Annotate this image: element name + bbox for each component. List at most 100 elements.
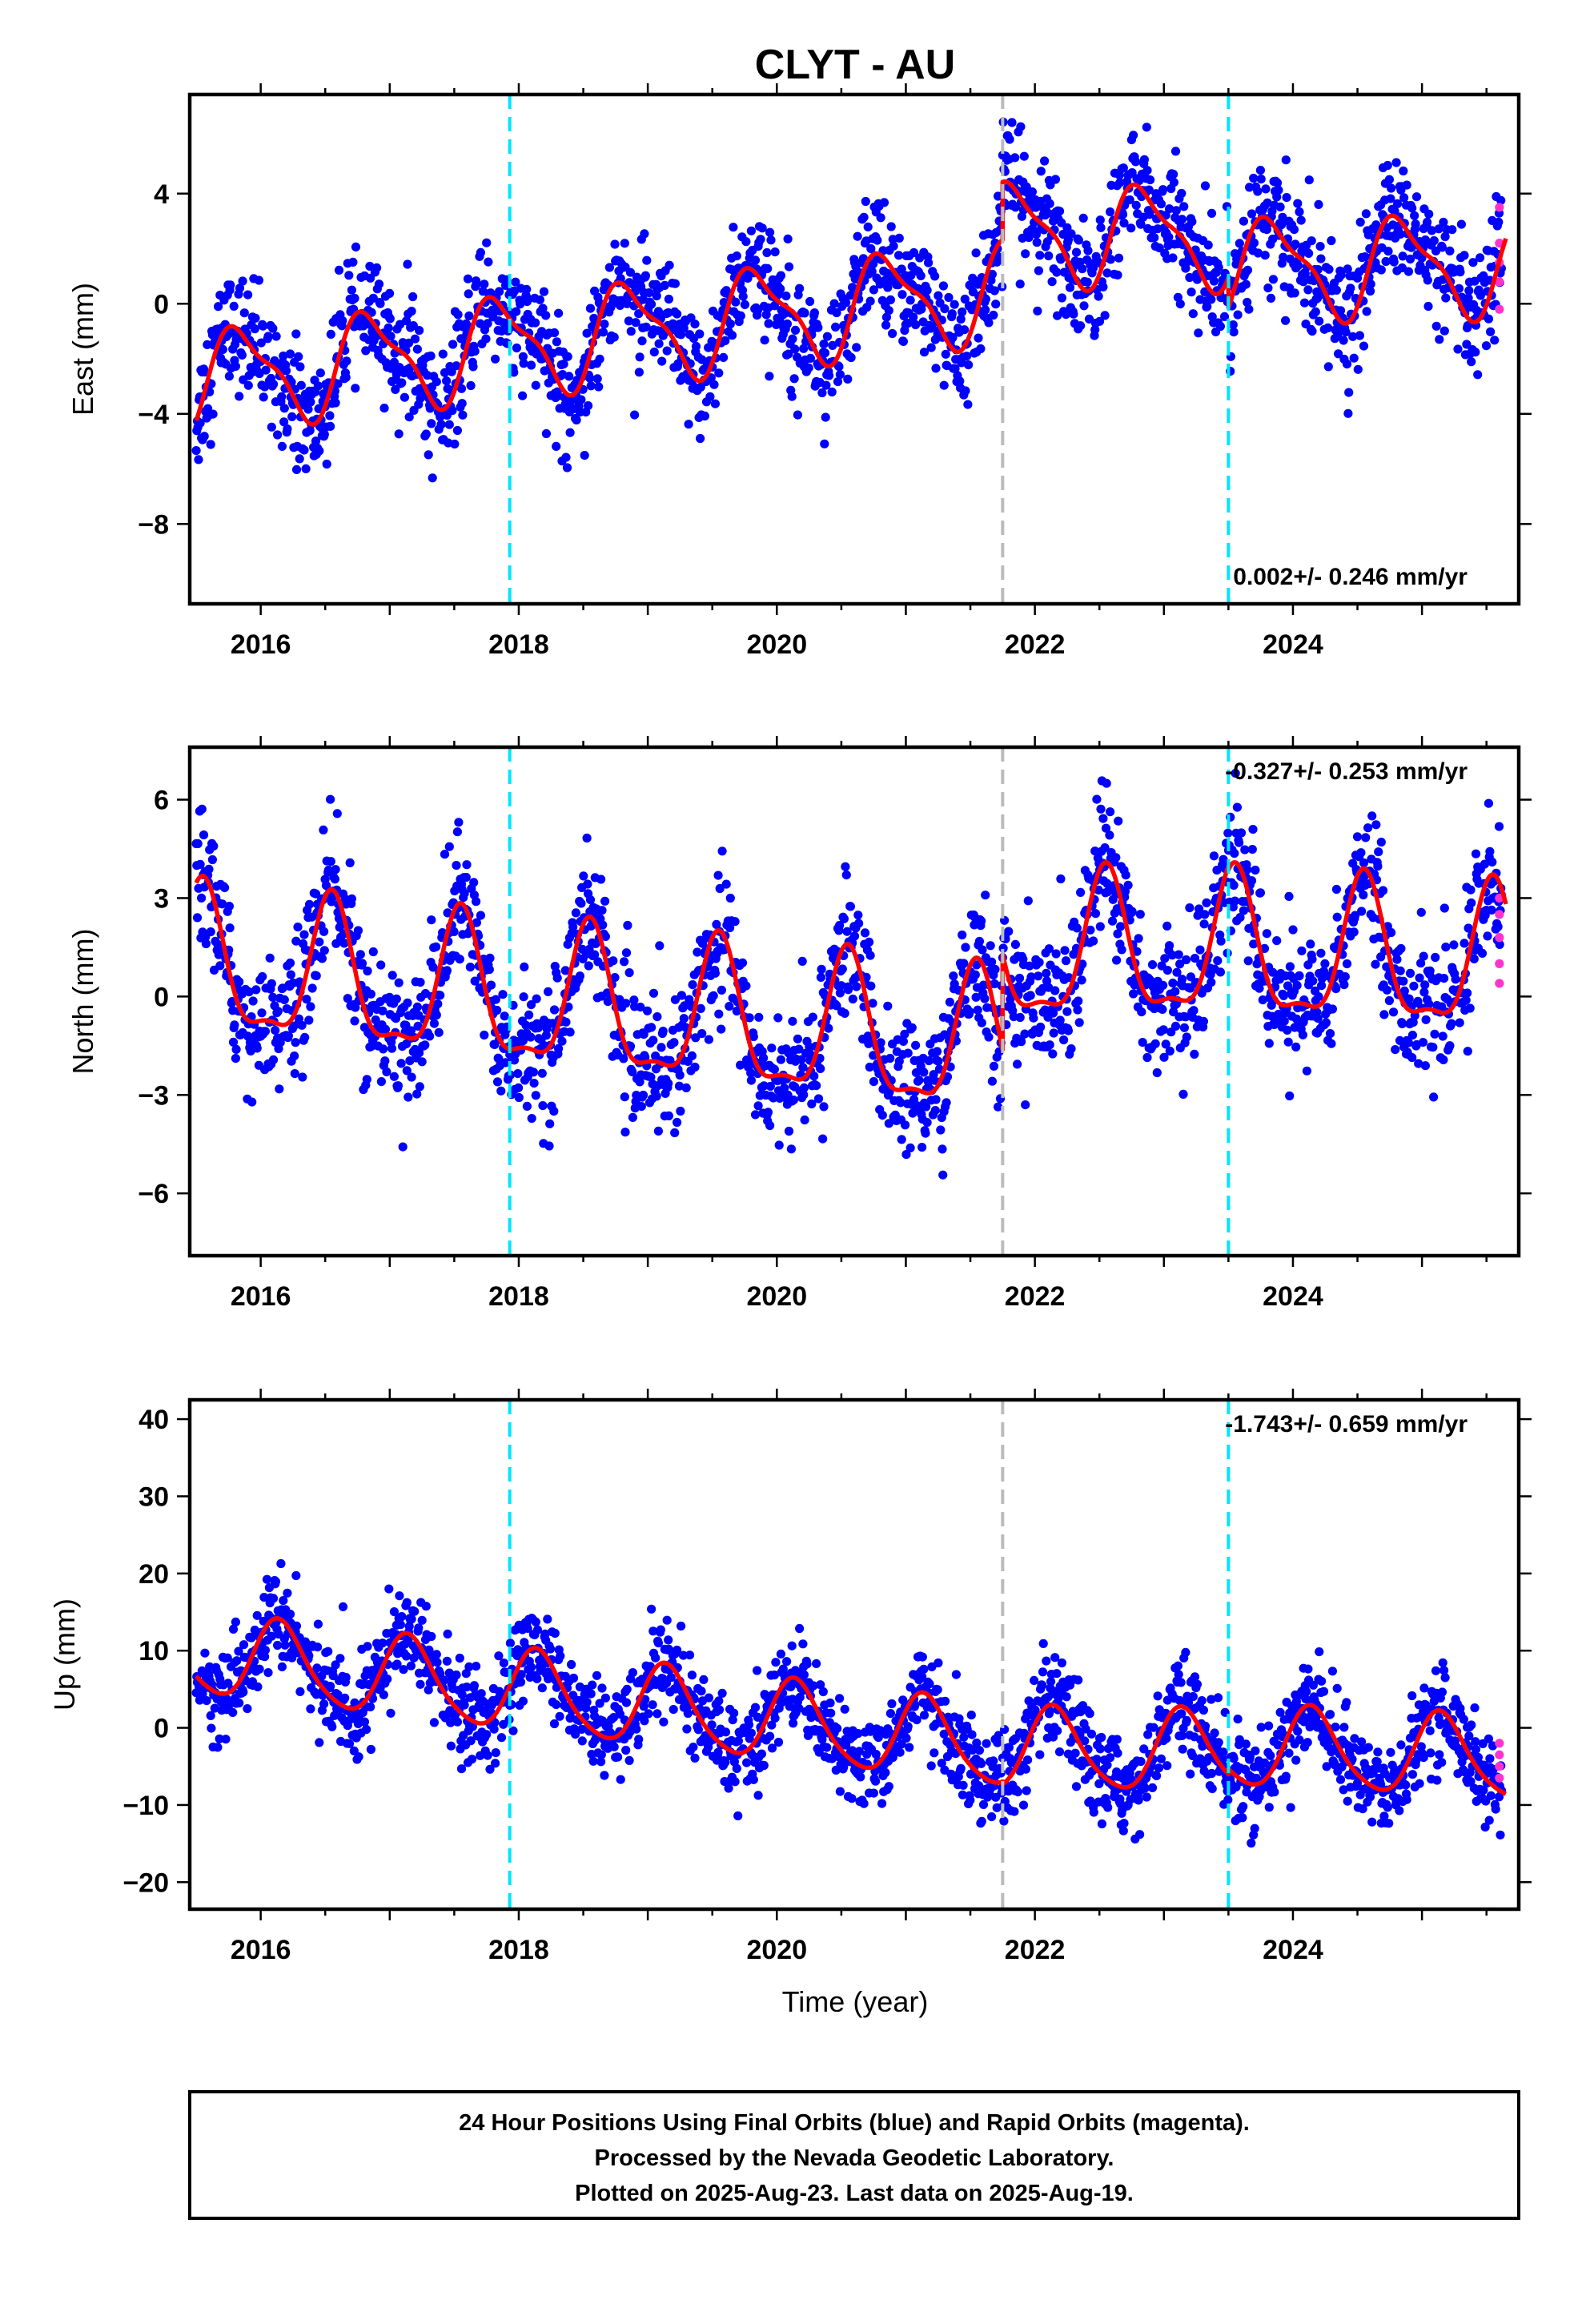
data-point	[408, 292, 418, 302]
data-point	[564, 1002, 573, 1011]
data-point	[213, 1743, 223, 1752]
data-point	[572, 415, 581, 425]
data-point	[1299, 277, 1308, 287]
data-point	[1161, 1039, 1170, 1049]
data-point	[403, 259, 412, 269]
data-point	[1462, 340, 1472, 349]
data-point	[1460, 251, 1469, 260]
data-point	[1342, 959, 1352, 969]
y-tick-label: −4	[138, 400, 169, 430]
data-point	[323, 1647, 333, 1656]
data-point	[267, 422, 276, 432]
data-point	[932, 1047, 942, 1056]
data-point	[472, 918, 482, 927]
x-tick-label: 2018	[488, 1281, 549, 1312]
data-point	[234, 1647, 243, 1656]
data-point	[454, 818, 464, 827]
data-point	[1410, 211, 1419, 220]
data-point	[653, 1638, 664, 1648]
data-point	[1189, 1006, 1199, 1015]
data-point	[265, 953, 275, 963]
data-point	[1348, 332, 1358, 341]
data-point	[1359, 890, 1368, 900]
data-point	[1164, 232, 1174, 242]
data-point	[644, 288, 654, 298]
data-point	[1408, 1018, 1418, 1027]
data-point	[835, 370, 845, 380]
data-point	[897, 1135, 906, 1144]
data-point	[709, 380, 719, 389]
data-point	[315, 368, 325, 378]
data-point	[579, 871, 588, 881]
data-point	[565, 428, 575, 437]
data-point	[866, 981, 876, 991]
data-point	[354, 1752, 363, 1762]
data-point	[657, 356, 667, 366]
data-point	[1376, 265, 1386, 275]
x-tick-label: 2024	[1263, 629, 1323, 660]
data-point	[609, 332, 619, 342]
data-point	[341, 1673, 351, 1683]
data-point	[1249, 939, 1259, 949]
data-point	[330, 875, 339, 884]
data-point	[1324, 264, 1334, 274]
data-point	[764, 319, 773, 328]
data-point	[539, 287, 549, 296]
data-point	[981, 294, 990, 304]
data-point	[404, 1635, 413, 1645]
data-point	[1123, 880, 1133, 890]
data-point	[1403, 267, 1413, 276]
data-point	[201, 939, 211, 949]
data-point	[1486, 327, 1496, 336]
data-point	[795, 1623, 805, 1634]
data-point	[1021, 1100, 1030, 1110]
data-point	[1007, 118, 1017, 127]
data-point	[519, 992, 528, 1002]
data-point	[709, 991, 718, 1000]
data-point	[1359, 341, 1369, 351]
data-point	[317, 954, 327, 963]
data-point	[834, 362, 844, 372]
data-point	[1316, 948, 1326, 958]
data-point	[1049, 1028, 1058, 1038]
data-point	[642, 255, 652, 265]
data-point	[590, 950, 600, 959]
data-point	[564, 372, 574, 381]
data-point	[368, 947, 378, 957]
data-point	[1079, 301, 1089, 311]
data-point	[243, 380, 253, 390]
data-point	[1311, 307, 1320, 316]
data-point	[917, 1143, 927, 1152]
data-point	[802, 1659, 812, 1669]
data-point	[1108, 895, 1118, 904]
data-point	[228, 1624, 239, 1634]
data-point	[1090, 325, 1100, 335]
data-point	[462, 1683, 472, 1692]
data-point	[730, 1777, 740, 1787]
data-point	[561, 1017, 571, 1027]
data-point	[784, 349, 793, 359]
data-point	[938, 1170, 948, 1180]
data-point	[1440, 231, 1450, 242]
data-point	[563, 352, 572, 361]
data-point	[1272, 936, 1282, 946]
data-point	[1356, 848, 1366, 858]
data-point	[1194, 328, 1203, 338]
data-point	[393, 1081, 403, 1091]
data-point	[1185, 272, 1195, 283]
data-point	[455, 955, 464, 964]
data-point	[776, 1649, 786, 1659]
data-point	[843, 374, 853, 384]
data-point	[326, 794, 335, 804]
data-point	[470, 976, 480, 986]
data-point	[1395, 1035, 1405, 1045]
data-point	[588, 1756, 598, 1766]
data-point	[820, 348, 830, 358]
data-point	[470, 347, 480, 356]
data-point	[1245, 183, 1255, 192]
data-point	[1010, 203, 1020, 212]
data-point	[1235, 838, 1244, 847]
data-point	[218, 899, 227, 909]
data-point	[697, 1029, 707, 1039]
data-point	[207, 1723, 216, 1733]
